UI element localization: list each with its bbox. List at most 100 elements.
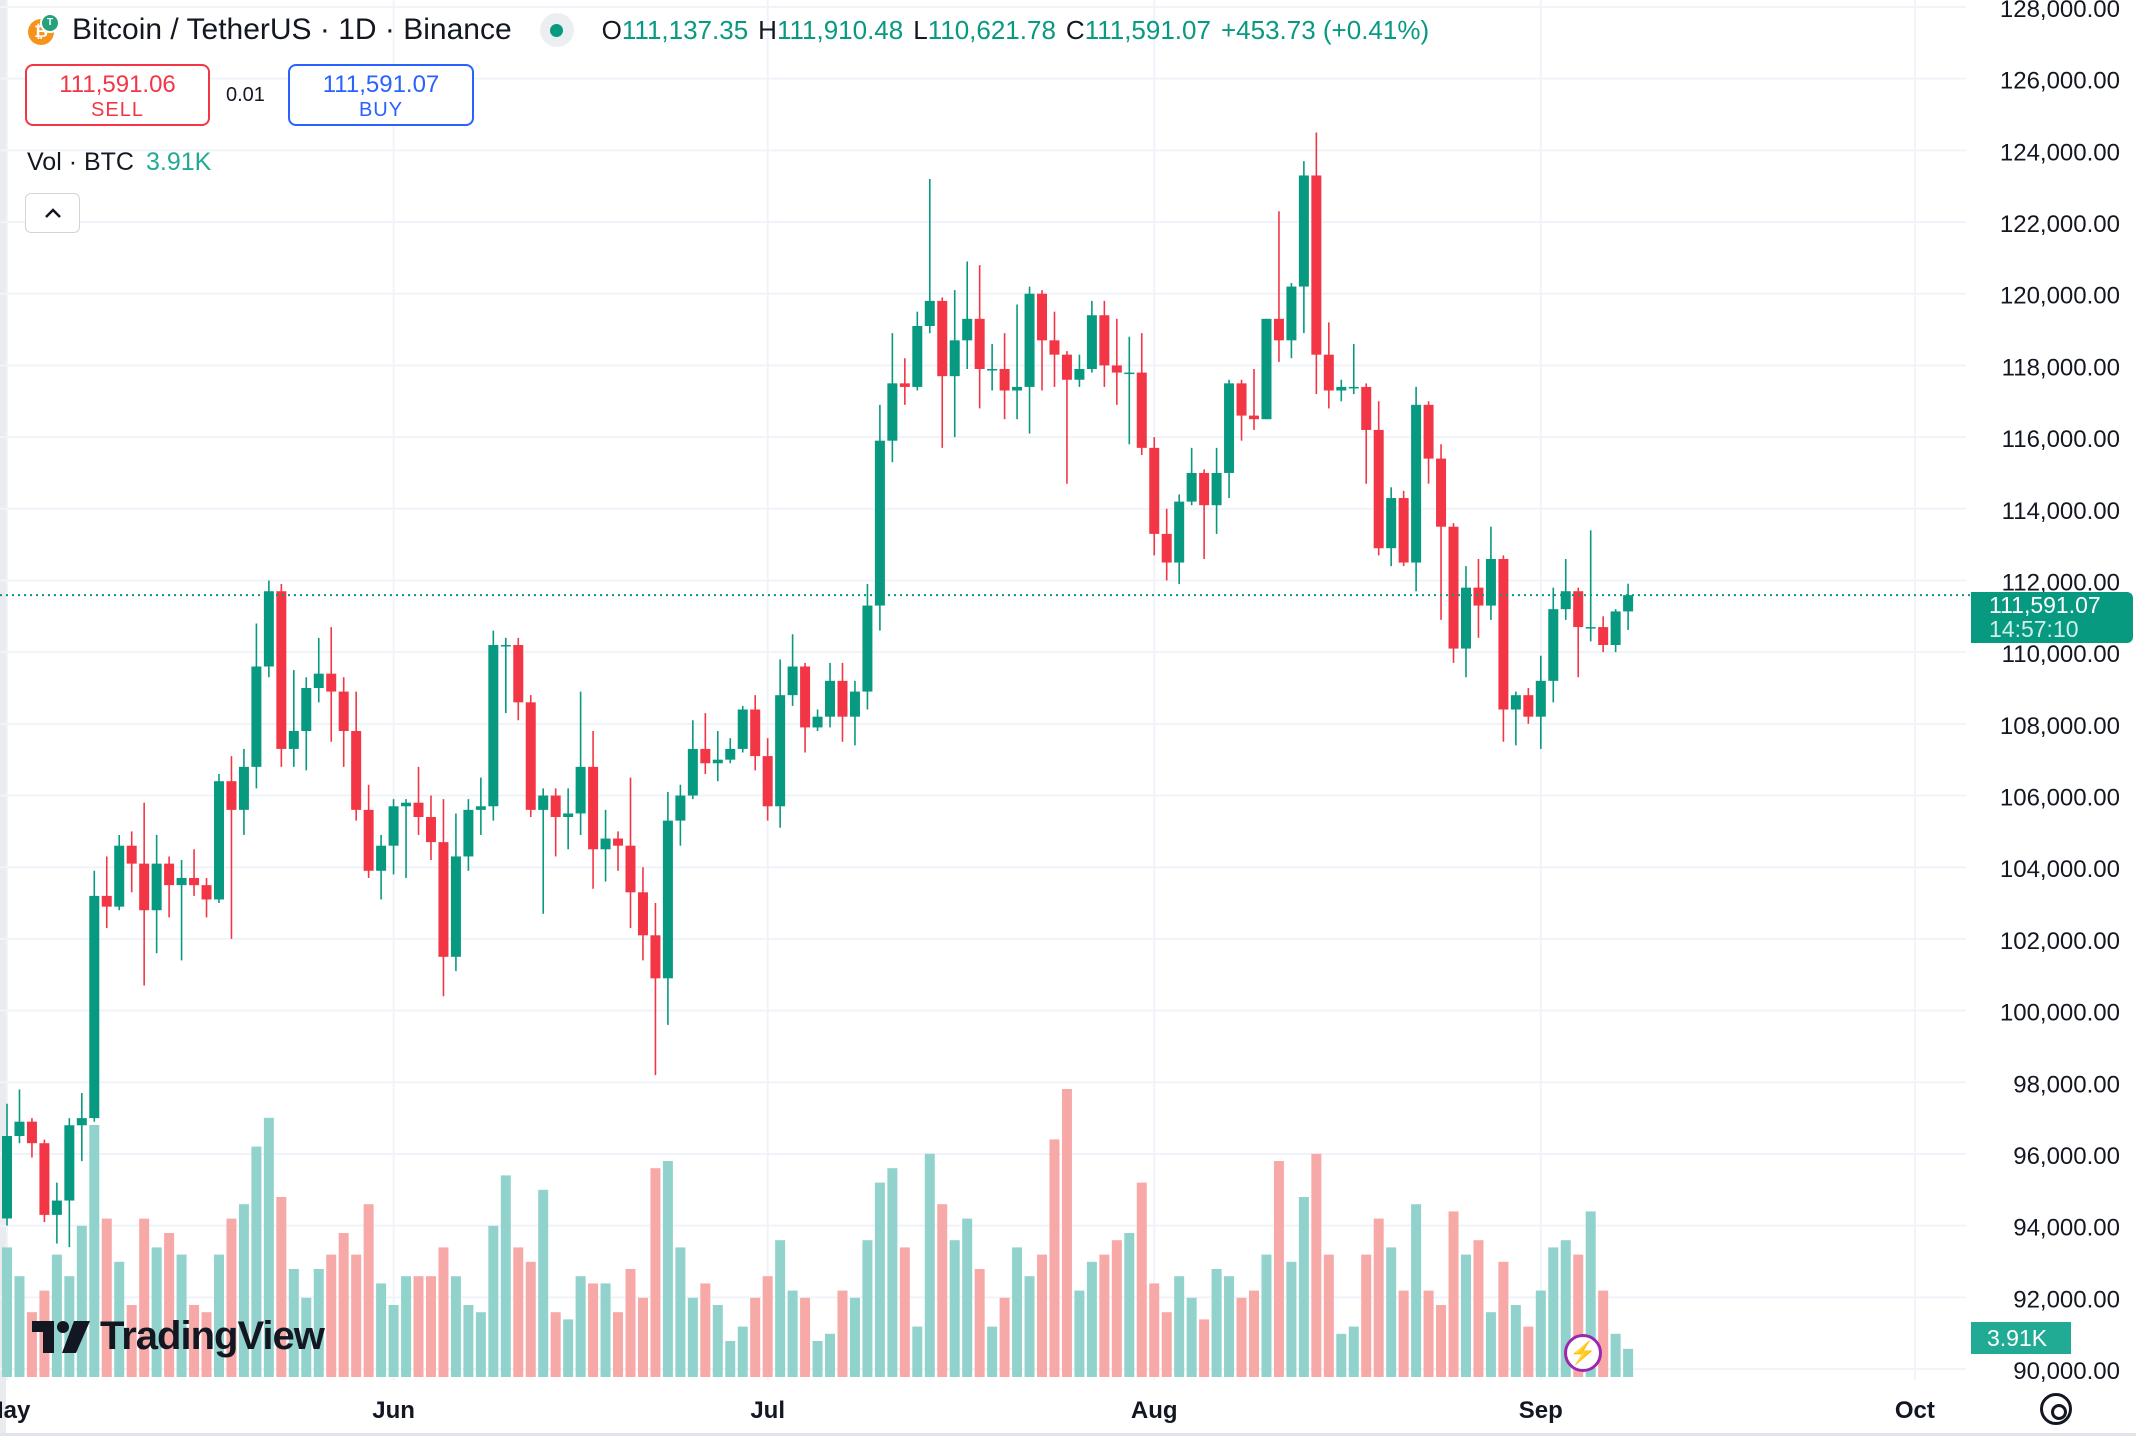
candle-body bbox=[775, 695, 786, 807]
candle-body bbox=[1311, 175, 1322, 355]
candle-body bbox=[438, 842, 449, 957]
volume-bar bbox=[213, 1254, 224, 1377]
candle-body bbox=[1598, 627, 1609, 645]
candle-body bbox=[39, 1143, 50, 1215]
buy-button[interactable]: 111,591.07 BUY bbox=[288, 64, 474, 126]
high-label: H bbox=[758, 14, 777, 45]
bitcoin-tether-icon: ₿ T bbox=[28, 13, 62, 47]
candle bbox=[388, 799, 399, 875]
volume-bar bbox=[1361, 1254, 1372, 1377]
candle-body bbox=[151, 863, 162, 911]
volume-bar bbox=[338, 1233, 349, 1377]
candle bbox=[600, 809, 611, 882]
volume-bar bbox=[463, 1305, 474, 1377]
candle-body bbox=[126, 845, 137, 864]
sell-button[interactable]: 111,591.06 SELL bbox=[25, 64, 210, 126]
volume-bar bbox=[1249, 1290, 1259, 1377]
candle-body bbox=[51, 1200, 62, 1215]
volume-bar bbox=[1099, 1254, 1110, 1377]
candle-body bbox=[276, 591, 287, 749]
candle bbox=[837, 662, 848, 742]
tradingview-logo[interactable]: TradingView bbox=[30, 1314, 325, 1359]
volume-bar bbox=[301, 1297, 312, 1377]
candle-body bbox=[1049, 340, 1060, 355]
candle bbox=[313, 637, 324, 703]
candle-body bbox=[89, 895, 100, 1119]
market-status-icon[interactable] bbox=[539, 13, 574, 47]
candle-body bbox=[189, 877, 200, 886]
candle bbox=[1136, 333, 1147, 456]
candle-body bbox=[650, 935, 661, 979]
candle-body bbox=[500, 644, 511, 647]
candle-body bbox=[139, 863, 150, 911]
candle bbox=[675, 784, 686, 846]
candle bbox=[1086, 300, 1097, 373]
collapse-legend-button[interactable] bbox=[25, 193, 80, 233]
volume-bar bbox=[937, 1204, 948, 1377]
candle bbox=[563, 788, 574, 850]
volume-bar bbox=[662, 1161, 673, 1377]
candle-body bbox=[687, 748, 698, 796]
candle-body bbox=[1411, 404, 1422, 563]
volume-bar bbox=[1448, 1211, 1459, 1377]
candle bbox=[987, 343, 998, 391]
candle bbox=[475, 777, 486, 835]
volume-legend[interactable]: Vol · BTC 3.91K bbox=[27, 148, 211, 177]
candle bbox=[937, 297, 948, 448]
candle bbox=[874, 404, 885, 631]
candle bbox=[114, 834, 125, 911]
volume-bar bbox=[999, 1297, 1010, 1377]
candle bbox=[189, 849, 200, 896]
candle-body bbox=[388, 806, 399, 846]
sell-price: 111,591.06 bbox=[59, 71, 176, 98]
time-axis-label: Jul bbox=[750, 1397, 785, 1424]
candle-body bbox=[401, 802, 412, 807]
price-axis-label: 106,000.00 bbox=[2000, 785, 2120, 812]
candle-body bbox=[1560, 591, 1571, 610]
volume-bar bbox=[725, 1341, 736, 1377]
volume-bar bbox=[1573, 1254, 1584, 1377]
volume-bar bbox=[1236, 1297, 1247, 1377]
candle-body bbox=[1610, 611, 1621, 645]
candle bbox=[1311, 132, 1322, 395]
volume-bar bbox=[401, 1276, 412, 1377]
candle bbox=[463, 799, 474, 871]
candle bbox=[812, 709, 823, 732]
symbol-title[interactable]: Bitcoin / TetherUS · 1D · Binance bbox=[72, 13, 512, 46]
candle-body bbox=[176, 877, 187, 886]
candle bbox=[538, 788, 549, 914]
volume-bar bbox=[313, 1269, 324, 1377]
volume-value: 3.91K bbox=[145, 148, 212, 176]
volume-bar bbox=[14, 1276, 25, 1377]
candle-body bbox=[313, 673, 324, 688]
candle bbox=[1161, 508, 1172, 581]
volume-bar bbox=[588, 1283, 599, 1377]
volume-bar bbox=[874, 1182, 885, 1377]
candle-body bbox=[1161, 533, 1172, 563]
volume-bar bbox=[151, 1247, 162, 1377]
volume-bar bbox=[176, 1254, 187, 1377]
volume-bar bbox=[1161, 1312, 1172, 1377]
candle bbox=[1560, 558, 1571, 620]
candle-body bbox=[513, 644, 524, 703]
volume-bar bbox=[1199, 1319, 1210, 1377]
candle bbox=[750, 695, 761, 771]
settings-icon[interactable] bbox=[2040, 1393, 2072, 1425]
volume-bar bbox=[1037, 1254, 1048, 1377]
candle-body bbox=[937, 300, 948, 377]
volume-bar bbox=[1373, 1218, 1384, 1377]
volume-bar bbox=[737, 1326, 748, 1377]
volume-bar bbox=[1224, 1276, 1235, 1377]
close-label: C bbox=[1065, 14, 1085, 45]
candle-body bbox=[213, 781, 224, 900]
candle bbox=[1111, 318, 1122, 405]
volume-bar bbox=[1323, 1254, 1334, 1377]
volume-bar bbox=[189, 1305, 200, 1377]
candle-body bbox=[825, 680, 836, 717]
sell-label: SELL bbox=[91, 99, 144, 121]
candle-body bbox=[488, 644, 499, 807]
candle bbox=[425, 795, 436, 861]
volume-bar bbox=[1485, 1312, 1496, 1377]
lightning-icon[interactable]: ⚡ bbox=[1564, 1334, 1602, 1372]
